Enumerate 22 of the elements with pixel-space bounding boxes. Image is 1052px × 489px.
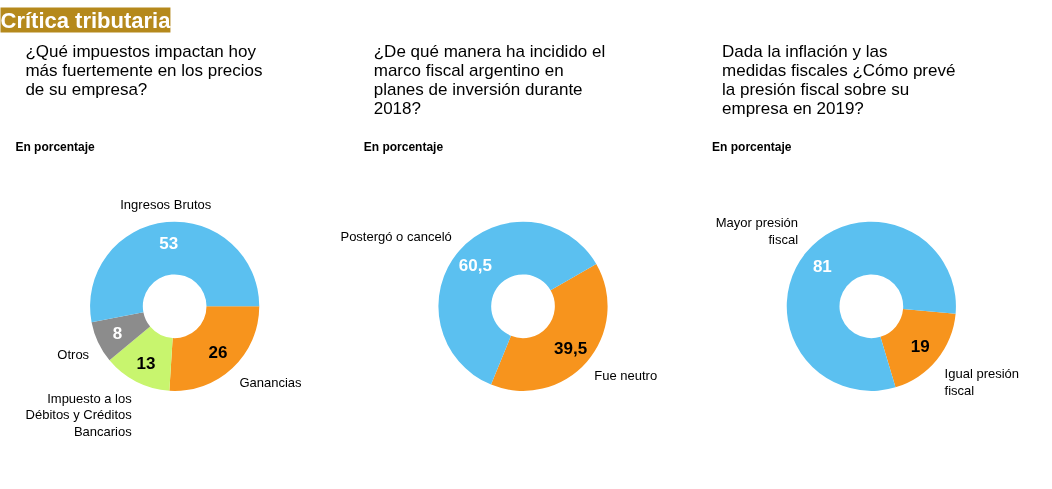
chart-title: ¿De qué manera ha incidido el marco fiscal argentino en planes de inversión durante 2018? [373, 42, 606, 119]
slice-label: Ganancias [239, 375, 303, 391]
chart-subtitle: En porcentaje [712, 140, 792, 155]
slice-label: Fue neutro [594, 368, 658, 384]
slice-label: Postergó o canceló [340, 229, 452, 245]
slice-label: Mayor presión fiscal [715, 215, 799, 247]
slice-label: Otros [57, 346, 90, 362]
data-label: 53 [159, 234, 179, 254]
data-label: 60,5 [458, 255, 492, 275]
chart-title: ¿Qué impuestos impactan hoy más fuertemente en los precios de su empresa? [25, 42, 263, 100]
slice-label: Igual presión fiscal [944, 366, 1020, 398]
data-label: 39,5 [554, 338, 588, 358]
slice-label: Ingresos Brutos [120, 197, 212, 213]
data-label: 13 [136, 353, 156, 373]
data-label: 26 [208, 343, 228, 363]
chart-title: Dada la inflación y las medidas fiscales ¿Cómo prevé la presión fiscal sobre su empresa en 2019? [722, 42, 956, 119]
data-label: 19 [910, 337, 930, 357]
chart-subtitle: En porcentaje [363, 140, 444, 155]
data-label: 81 [812, 257, 832, 277]
slice-label: Impuesto a los Débitos y Créditos Bancarios [25, 390, 133, 439]
data-label: 8 [112, 324, 123, 344]
chart-subtitle: En porcentaje [15, 140, 96, 155]
